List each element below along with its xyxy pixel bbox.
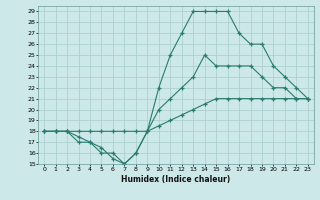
X-axis label: Humidex (Indice chaleur): Humidex (Indice chaleur) (121, 175, 231, 184)
